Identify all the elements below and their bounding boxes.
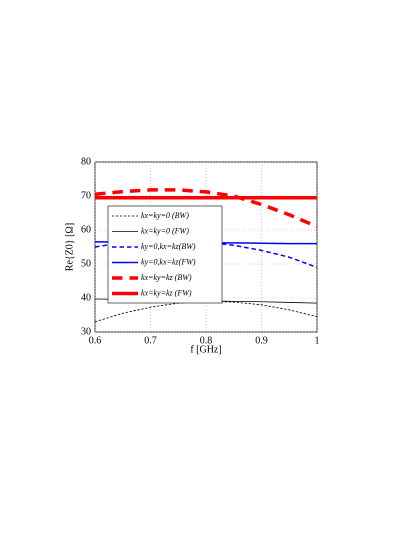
series-line <box>94 188 318 229</box>
x-axis-label: f [GHz] <box>190 344 221 355</box>
legend-label: kx=ky=0 (FW) <box>141 226 189 235</box>
legend-label: kx=ky=kz (FW) <box>141 288 192 297</box>
legend-label: ky=0,kx=kz(BW) <box>141 242 196 251</box>
y-axis-label: Re{Z0} [Ω] <box>64 223 75 271</box>
legend-label: kx=ky=kz (BW) <box>141 273 192 282</box>
x-tick-label: 0.8 <box>200 335 213 346</box>
y-tick-label: 60 <box>81 224 91 235</box>
x-tick-label: 0.7 <box>144 335 157 346</box>
x-tick-label: 1 <box>315 335 320 346</box>
x-tick-label: 0.6 <box>89 335 102 346</box>
legend-label: ky=0,kx=kz(FW) <box>141 257 196 266</box>
y-tick-label: 70 <box>81 190 91 201</box>
x-tick-label: 0.9 <box>255 335 268 346</box>
legend-label: kx=ky=0 (BW) <box>141 211 189 220</box>
y-tick-label: 80 <box>81 156 91 167</box>
legend-box <box>107 205 223 304</box>
y-tick-label: 40 <box>81 292 91 303</box>
y-tick-label: 50 <box>81 258 91 269</box>
y-tick-label: 30 <box>81 326 91 337</box>
